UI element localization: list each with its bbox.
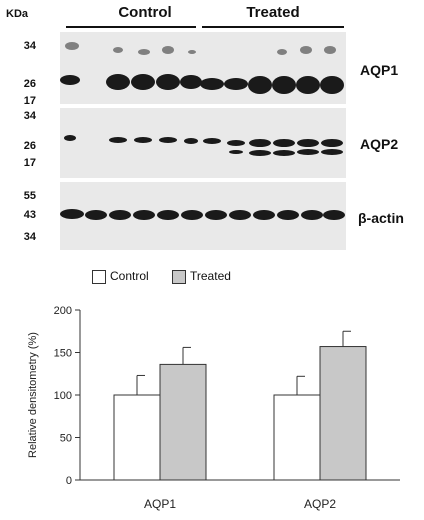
aqp2-band-lane10 bbox=[273, 139, 295, 147]
y-tick-label-100: 100 bbox=[54, 390, 72, 402]
protein-label-beta-actin: β-actin bbox=[358, 210, 404, 226]
aqp1-band-lane8 bbox=[224, 78, 248, 90]
actin-band-lane7 bbox=[205, 210, 227, 220]
actin-band-lane10 bbox=[277, 210, 299, 220]
bar-aqp2-treated bbox=[319, 346, 367, 481]
y-tick-label-50: 50 bbox=[60, 433, 72, 445]
legend-swatch-control bbox=[92, 270, 106, 284]
aqp2-band-lane1 bbox=[64, 135, 76, 141]
aqp1-band-lane6 bbox=[180, 75, 202, 89]
y-tick-label-0: 0 bbox=[66, 475, 72, 487]
group-label-treated: Treated bbox=[246, 4, 300, 21]
actin-band-lane6 bbox=[181, 210, 203, 220]
bar-aqp1-control bbox=[113, 394, 161, 481]
marker-aqp2-17: 17 bbox=[23, 157, 36, 169]
marker-aqp1-17: 17 bbox=[23, 95, 36, 107]
aqp1-band-lane3 bbox=[106, 74, 130, 90]
legend-label-control: Control bbox=[110, 269, 149, 283]
group-label-control: Control bbox=[118, 4, 172, 21]
blot-panel-aqp1 bbox=[60, 32, 346, 104]
actin-band-lane4 bbox=[133, 210, 155, 220]
actin-band-lane5 bbox=[157, 210, 179, 220]
actin-band-lane1 bbox=[60, 209, 84, 219]
kda-unit-label: KDa bbox=[6, 8, 29, 20]
aqp2-band-lane9 bbox=[249, 139, 271, 147]
y-tick-label-200: 200 bbox=[54, 305, 72, 317]
aqp1-band-lane10 bbox=[272, 76, 296, 94]
y-tick-label-150: 150 bbox=[54, 348, 72, 360]
actin-band-lane9 bbox=[253, 210, 275, 220]
protein-label-aqp1: AQP1 bbox=[360, 62, 399, 78]
protein-label-aqp2: AQP2 bbox=[360, 136, 399, 152]
marker-aqp2-26: 26 bbox=[23, 140, 36, 152]
legend-label-treated: Treated bbox=[190, 269, 231, 283]
aqp2-band-lane6 bbox=[184, 138, 198, 144]
densitometry-bar-chart: 0 50 100 150 200 Relative densitometry (%) AQP… bbox=[27, 305, 400, 511]
aqp2-band-lane3 bbox=[109, 137, 127, 143]
x-category-label-aqp1: AQP1 bbox=[144, 497, 176, 511]
actin-band-lane3 bbox=[109, 210, 131, 220]
aqp2-band-lane8 bbox=[227, 140, 245, 146]
bar-aqp2-control bbox=[273, 394, 321, 481]
aqp1-band-lane12 bbox=[320, 76, 344, 94]
actin-band-lane8 bbox=[229, 210, 251, 220]
aqp2-band-lane7 bbox=[203, 138, 221, 144]
marker-actin-34: 34 bbox=[23, 231, 36, 243]
bar-aqp1-treated bbox=[159, 363, 207, 481]
marker-actin-43: 43 bbox=[23, 209, 36, 221]
aqp2-band-lane11 bbox=[297, 139, 319, 147]
legend-swatch-treated bbox=[172, 270, 186, 284]
group-line-control bbox=[66, 26, 196, 28]
marker-aqp1-34: 34 bbox=[23, 40, 36, 52]
group-line-treated bbox=[202, 26, 344, 28]
aqp2-band-lane4 bbox=[134, 137, 152, 143]
marker-aqp2-34: 34 bbox=[23, 110, 36, 122]
aqp1-band-lane4 bbox=[131, 74, 155, 90]
actin-band-lane2 bbox=[85, 210, 107, 220]
aqp1-band-lane7 bbox=[200, 78, 224, 90]
aqp1-band-lane9 bbox=[248, 76, 272, 94]
aqp1-band-lane1 bbox=[60, 75, 80, 85]
marker-aqp1-26: 26 bbox=[23, 78, 36, 90]
blot-panel-beta-actin bbox=[60, 182, 346, 250]
y-axis-title: Relative densitometry (%) bbox=[27, 332, 39, 458]
x-category-label-aqp2: AQP2 bbox=[304, 497, 336, 511]
blot-panel-aqp2 bbox=[60, 108, 346, 178]
marker-actin-55: 55 bbox=[23, 190, 36, 202]
actin-band-lane12 bbox=[323, 210, 345, 220]
aqp2-band-lane5 bbox=[159, 137, 177, 143]
aqp2-band-lane12 bbox=[321, 139, 343, 147]
actin-band-lane11 bbox=[301, 210, 323, 220]
aqp1-band-lane11 bbox=[296, 76, 320, 94]
aqp1-band-lane5 bbox=[156, 74, 180, 90]
